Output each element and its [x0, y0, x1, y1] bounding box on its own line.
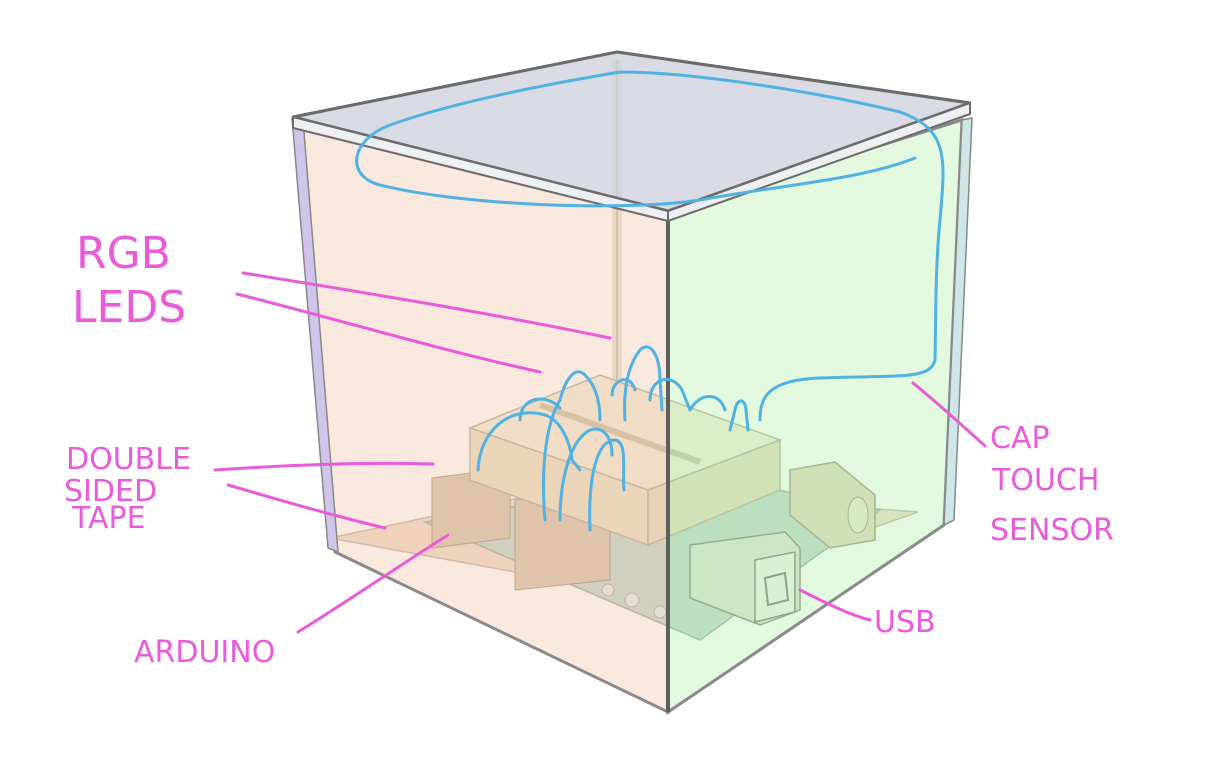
leader-lines: [213, 271, 987, 634]
tape-leader-1: [213, 461, 435, 472]
cap-touch-leader: [911, 381, 987, 448]
label-rgb: RGB: [76, 228, 171, 279]
label-cap: CAP: [990, 421, 1050, 456]
label-usb: USB: [874, 605, 936, 640]
label-leds: LEDS: [72, 282, 186, 333]
led-wires: [476, 345, 750, 532]
label-arduino: ARDUINO: [134, 635, 275, 670]
label-sided: SIDED: [64, 474, 157, 509]
label-double: DOUBLE: [66, 442, 191, 477]
rgb-leds-leader-1: [241, 271, 612, 340]
annotation-labels: RGB LEDS DOUBLE SIDED TAPE ARDUINO CAP T…: [64, 228, 1114, 670]
label-tape: TAPE: [71, 501, 146, 536]
label-sensor: SENSOR: [990, 513, 1114, 548]
rgb-leds-leader-2: [235, 292, 542, 374]
cap-touch-wire: [355, 70, 945, 422]
usb-leader: [798, 588, 872, 622]
label-touch: TOUCH: [991, 463, 1099, 498]
tape-leader-2: [226, 483, 387, 530]
arduino-leader: [296, 533, 450, 634]
